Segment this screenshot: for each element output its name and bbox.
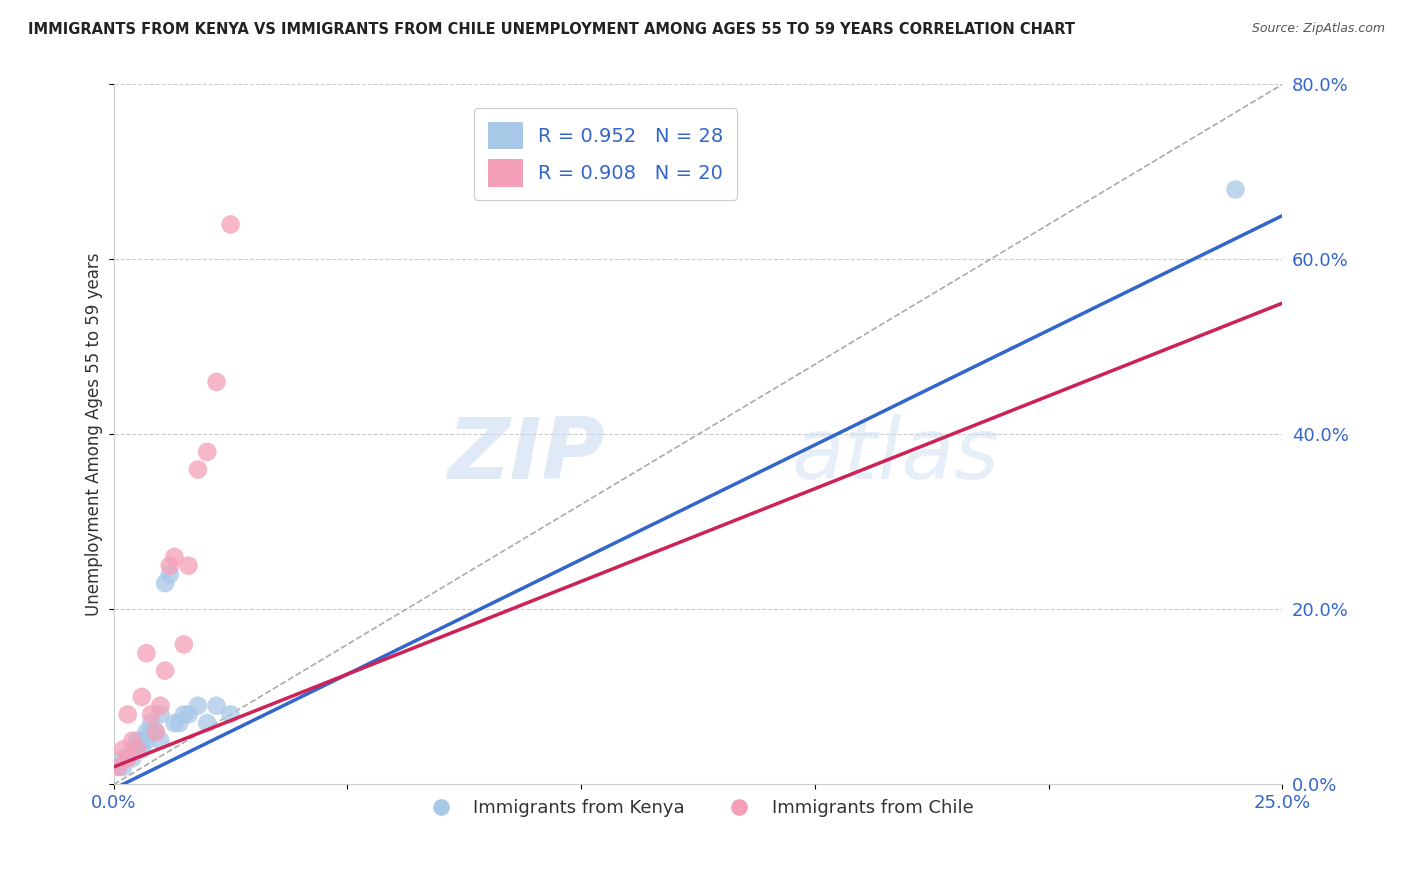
- Point: [135, 725, 157, 739]
- Point: [139, 716, 162, 731]
- Point: [112, 751, 135, 765]
- Point: [159, 567, 181, 582]
- Point: [145, 725, 167, 739]
- Text: Source: ZipAtlas.com: Source: ZipAtlas.com: [1251, 22, 1385, 36]
- Point: [107, 760, 129, 774]
- Point: [219, 218, 242, 232]
- Point: [121, 751, 143, 765]
- Text: IMMIGRANTS FROM KENYA VS IMMIGRANTS FROM CHILE UNEMPLOYMENT AMONG AGES 55 TO 59 : IMMIGRANTS FROM KENYA VS IMMIGRANTS FROM…: [28, 22, 1076, 37]
- Point: [1225, 182, 1247, 196]
- Point: [112, 742, 135, 756]
- Point: [117, 751, 139, 765]
- Point: [117, 751, 139, 765]
- Point: [117, 707, 139, 722]
- Point: [131, 742, 153, 756]
- Point: [205, 375, 228, 389]
- Point: [127, 733, 149, 747]
- Text: ZIP: ZIP: [447, 414, 605, 497]
- Point: [131, 733, 153, 747]
- Point: [195, 716, 218, 731]
- Point: [145, 725, 167, 739]
- Point: [139, 707, 162, 722]
- Point: [163, 716, 186, 731]
- Point: [149, 707, 172, 722]
- Point: [173, 637, 195, 651]
- Point: [167, 716, 190, 731]
- Point: [107, 760, 129, 774]
- Point: [135, 733, 157, 747]
- Point: [127, 742, 149, 756]
- Point: [153, 576, 176, 591]
- Point: [127, 742, 149, 756]
- Point: [112, 760, 135, 774]
- Point: [163, 549, 186, 564]
- Point: [153, 664, 176, 678]
- Point: [139, 725, 162, 739]
- Text: atlas: atlas: [792, 414, 1000, 497]
- Point: [205, 698, 228, 713]
- Point: [219, 707, 242, 722]
- Y-axis label: Unemployment Among Ages 55 to 59 years: Unemployment Among Ages 55 to 59 years: [86, 252, 103, 616]
- Legend: Immigrants from Kenya, Immigrants from Chile: Immigrants from Kenya, Immigrants from C…: [415, 792, 980, 824]
- Point: [121, 742, 143, 756]
- Point: [159, 558, 181, 573]
- Point: [135, 646, 157, 660]
- Point: [195, 445, 218, 459]
- Point: [173, 707, 195, 722]
- Point: [177, 707, 200, 722]
- Point: [149, 733, 172, 747]
- Point: [149, 698, 172, 713]
- Point: [131, 690, 153, 704]
- Point: [121, 733, 143, 747]
- Point: [187, 698, 209, 713]
- Point: [187, 462, 209, 476]
- Point: [177, 558, 200, 573]
